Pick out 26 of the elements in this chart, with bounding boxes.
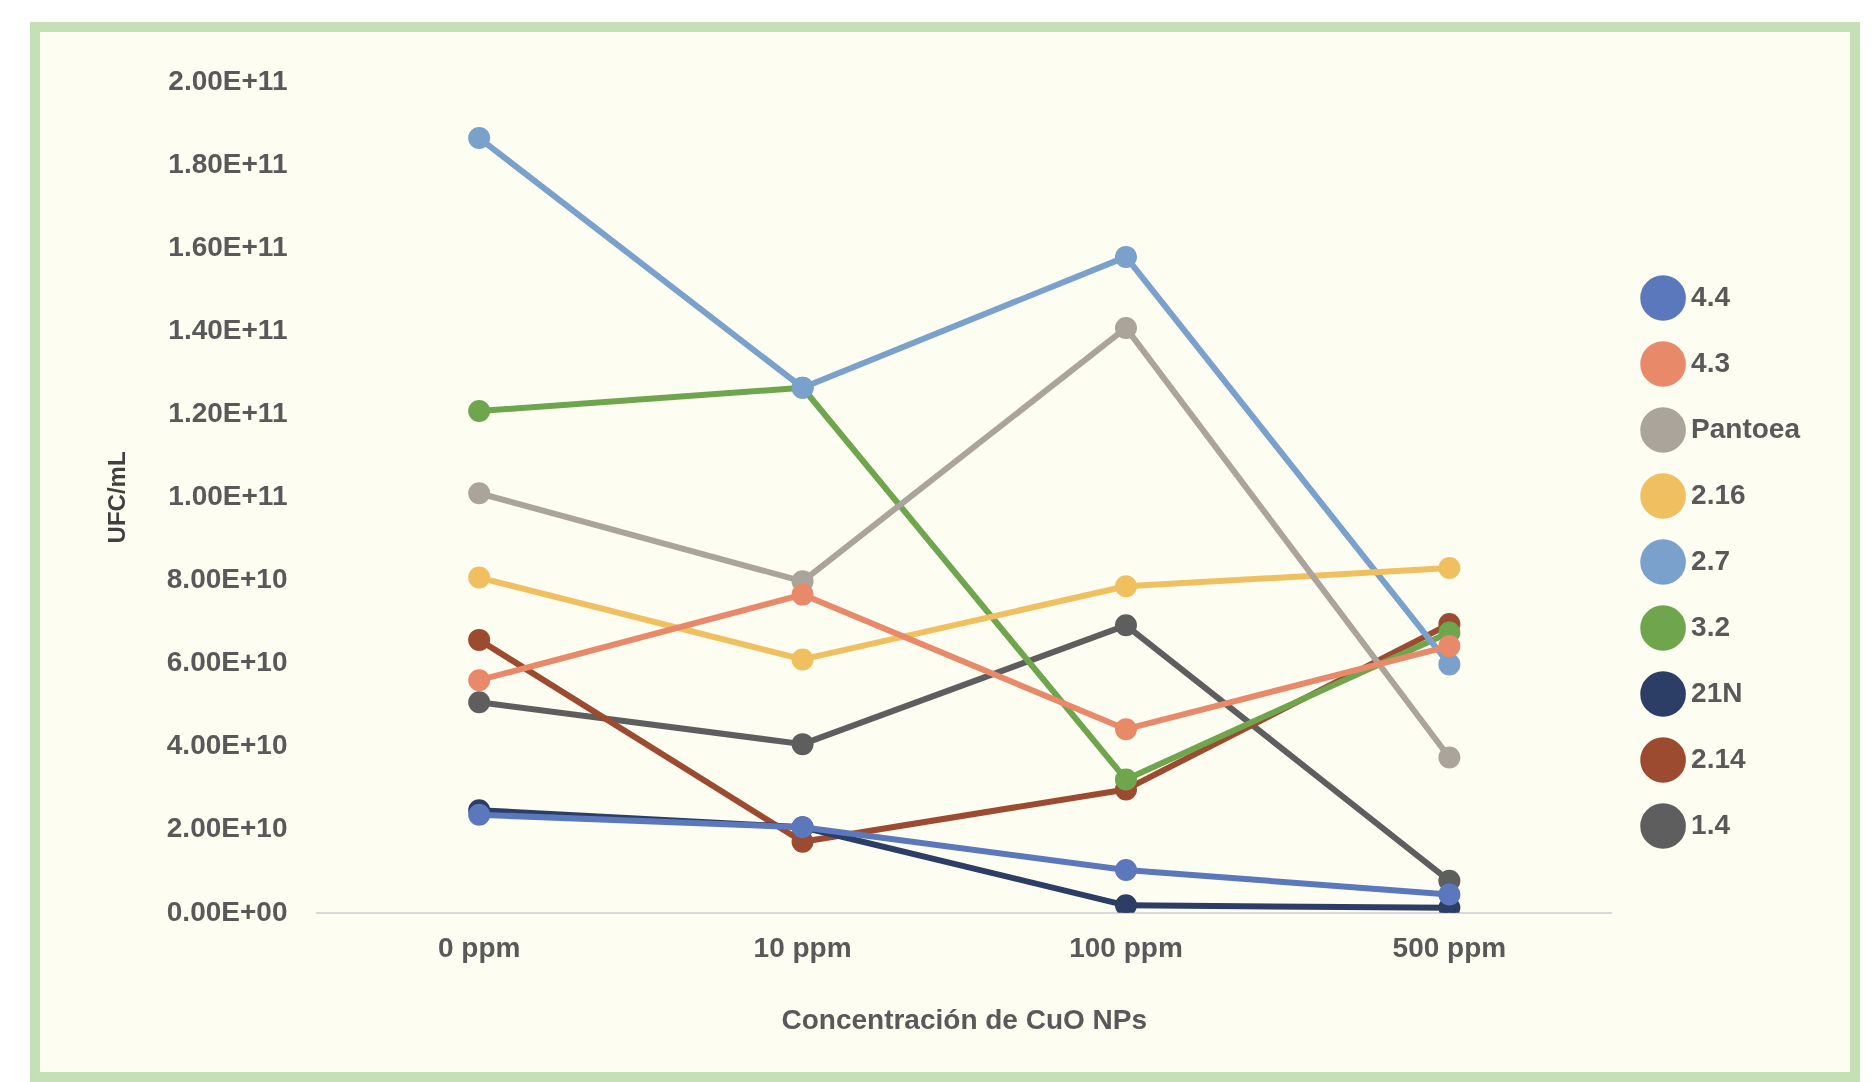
y-tick-label: 2.00E+10 bbox=[166, 812, 288, 844]
legend-label: 21N bbox=[1691, 676, 1743, 708]
x-tick-label: 500 ppm bbox=[1392, 932, 1507, 964]
y-tick-label: 1.00E+11 bbox=[168, 480, 288, 512]
legend-label: 2.14 bbox=[1691, 742, 1746, 774]
y-tick-label: 1.80E+11 bbox=[168, 147, 288, 179]
y-tick-label: 2.00E+11 bbox=[168, 64, 288, 96]
legend-label: 4.4 bbox=[1691, 280, 1731, 312]
legend-label: 3.2 bbox=[1691, 610, 1731, 642]
y-tick-label: 0.00E+00 bbox=[166, 895, 288, 927]
y-tick-label: 1.60E+11 bbox=[168, 230, 288, 262]
legend-label: 4.3 bbox=[1691, 346, 1731, 378]
y-axis-title: UFC/mL bbox=[103, 451, 131, 544]
x-axis-title: Concentración de CuO NPs bbox=[781, 1003, 1148, 1035]
x-tick-label: 10 ppm bbox=[753, 932, 852, 964]
y-tick-label: 4.00E+10 bbox=[166, 729, 288, 761]
y-tick-label: 8.00E+10 bbox=[166, 563, 288, 595]
y-tick-label: 1.20E+11 bbox=[168, 397, 288, 429]
legend-label: 2.16 bbox=[1691, 478, 1746, 510]
legend-label: 2.7 bbox=[1691, 544, 1731, 576]
legend-label: 1.4 bbox=[1691, 808, 1731, 840]
y-tick-label: 1.40E+11 bbox=[168, 313, 288, 345]
x-tick-label: 100 ppm bbox=[1069, 932, 1183, 964]
legend-label: Pantoea bbox=[1691, 412, 1801, 444]
y-tick-label: 6.00E+10 bbox=[166, 646, 288, 678]
x-tick-label: 0 ppm bbox=[437, 932, 521, 964]
